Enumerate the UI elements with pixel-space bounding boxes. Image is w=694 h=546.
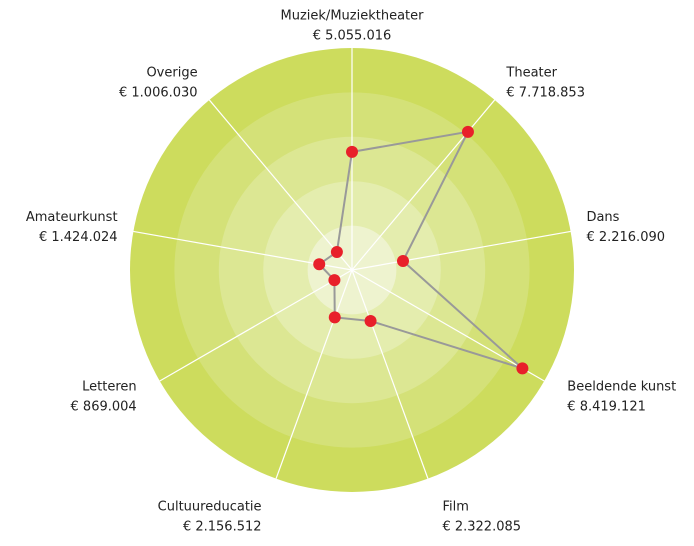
- spoke: [159, 269, 353, 382]
- point: [516, 362, 529, 375]
- spoke: [351, 269, 545, 382]
- point: [328, 311, 341, 324]
- value-label: € 2.156.512: [183, 519, 262, 534]
- category-label: Dans: [586, 210, 619, 225]
- category-label: Cultuureducatie: [158, 499, 262, 514]
- point: [330, 245, 343, 258]
- spoke: [351, 230, 571, 271]
- point: [328, 274, 341, 287]
- point: [461, 125, 474, 138]
- category-label: Film: [442, 499, 468, 514]
- category-label: Muziek/Muziektheater: [281, 9, 425, 24]
- value-label: € 2.322.085: [442, 519, 521, 534]
- category-label: Theater: [505, 66, 557, 81]
- value-label: € 5.055.016: [313, 29, 392, 44]
- category-label: Overige: [146, 66, 197, 81]
- spoke: [351, 269, 429, 479]
- value-label: € 7.718.853: [506, 86, 585, 101]
- point: [364, 314, 377, 327]
- category-label: Beeldende kunst: [567, 380, 676, 395]
- value-label: € 2.216.090: [586, 230, 665, 245]
- value-label: € 8.419.121: [567, 400, 646, 415]
- value-label: € 1.006.030: [119, 86, 198, 101]
- spoke: [275, 269, 353, 479]
- point: [396, 255, 409, 268]
- radar-line: [317, 130, 524, 370]
- category-label: Amateurkunst: [26, 210, 118, 225]
- value-label: € 1.424.024: [39, 230, 118, 245]
- point: [313, 258, 326, 271]
- point: [346, 145, 358, 158]
- category-label: Letteren: [82, 380, 137, 395]
- spoke: [208, 99, 353, 271]
- value-label: € 869.004: [71, 400, 137, 415]
